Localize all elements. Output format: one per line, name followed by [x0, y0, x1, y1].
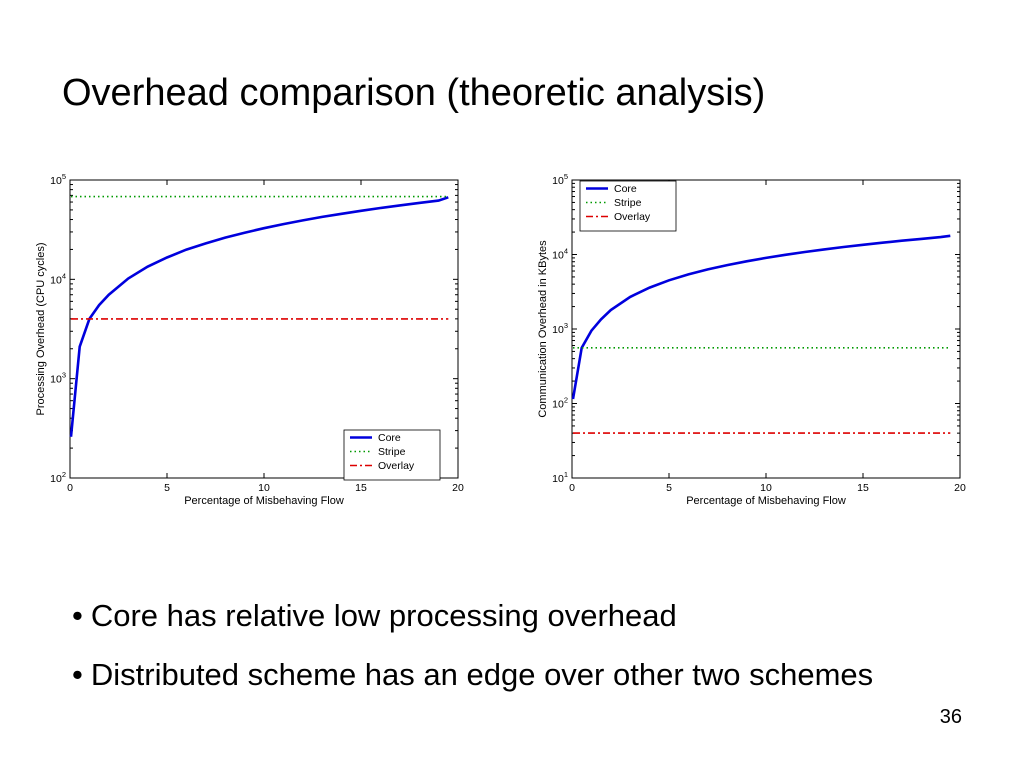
bullet-dot-icon: • — [72, 598, 83, 633]
x-tick-label: 5 — [164, 482, 170, 494]
y-tick-exponent: 4 — [564, 247, 568, 256]
y-axis-label: Communication Overhead in KBytes — [537, 240, 549, 418]
y-tick-exponent: 1 — [564, 470, 568, 479]
x-tick-label: 0 — [569, 482, 575, 494]
series-line-core — [571, 234, 951, 400]
legend-label: Core — [614, 183, 637, 195]
series-line-core — [69, 196, 449, 437]
y-tick-exponent: 3 — [62, 371, 66, 380]
legend-label: Stripe — [614, 197, 642, 209]
y-tick-label: 104 — [552, 247, 568, 262]
plot-area — [69, 179, 459, 479]
x-axis-label: Percentage of Misbehaving Flow — [184, 495, 344, 507]
legend-label: Overlay — [614, 211, 651, 223]
y-tick-base: 10 — [552, 175, 564, 187]
y-tick-exponent: 5 — [62, 172, 66, 181]
y-tick-exponent: 2 — [62, 470, 66, 479]
y-tick-base: 10 — [552, 250, 564, 262]
y-tick-label: 102 — [50, 470, 66, 485]
y-tick-base: 10 — [50, 175, 62, 187]
x-tick-label: 20 — [452, 482, 464, 494]
y-tick-label: 105 — [552, 172, 568, 187]
x-tick-label: 15 — [355, 482, 367, 494]
slide-title: Overhead comparison (theoretic analysis) — [62, 72, 766, 114]
bullet-dot-icon: • — [72, 657, 83, 692]
y-tick-base: 10 — [50, 473, 62, 485]
y-tick-label: 105 — [50, 172, 66, 187]
x-tick-label: 0 — [67, 482, 73, 494]
page-number: 36 — [939, 706, 962, 728]
bullet-list: • Core has relative low processing overhe… — [72, 596, 873, 714]
x-tick-label: 5 — [666, 482, 672, 494]
y-tick-base: 10 — [552, 399, 564, 411]
legend-label: Stripe — [378, 446, 406, 458]
x-axis-label: Percentage of Misbehaving Flow — [686, 495, 846, 507]
y-tick-label: 102 — [552, 396, 568, 411]
y-tick-label: 103 — [552, 321, 568, 336]
y-axis-label: Processing Overhead (CPU cycles) — [35, 242, 47, 415]
y-tick-label: 103 — [50, 371, 66, 386]
legend-label: Core — [378, 432, 401, 444]
y-tick-base: 10 — [50, 274, 62, 286]
y-tick-base: 10 — [552, 473, 564, 485]
y-tick-exponent: 4 — [62, 271, 66, 280]
y-tick-label: 104 — [50, 271, 66, 286]
y-tick-exponent: 3 — [564, 321, 568, 330]
x-tick-label: 20 — [954, 482, 966, 494]
bullet-item: • Distributed scheme has an edge over oth… — [72, 655, 873, 695]
bullet-text: Core has relative low processing overhea… — [90, 598, 677, 633]
x-tick-label: 10 — [760, 482, 772, 494]
y-tick-base: 10 — [50, 374, 62, 386]
legend-label: Overlay — [378, 460, 415, 472]
y-tick-exponent: 2 — [564, 396, 568, 405]
y-tick-base: 10 — [552, 324, 564, 336]
bullet-item: • Core has relative low processing overhe… — [72, 596, 873, 636]
y-tick-label: 101 — [552, 470, 568, 485]
bullet-text: Distributed scheme has an edge over othe… — [90, 657, 874, 692]
x-tick-label: 10 — [258, 482, 270, 494]
x-tick-label: 15 — [857, 482, 869, 494]
y-tick-exponent: 5 — [564, 172, 568, 181]
